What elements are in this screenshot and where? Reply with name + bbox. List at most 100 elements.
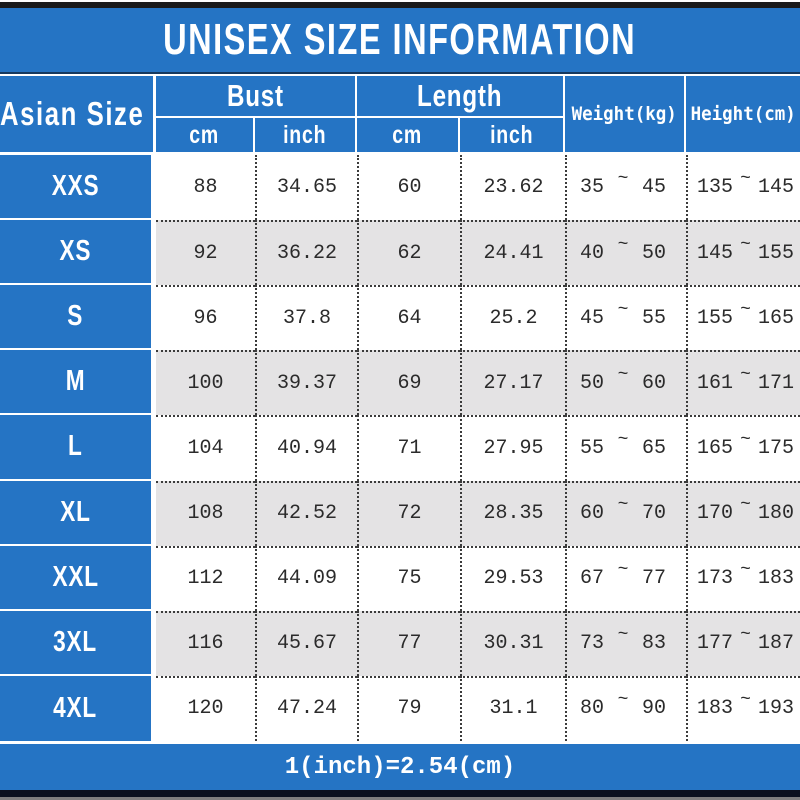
length-inch-value: 28.35 [460, 480, 565, 546]
weight-range: 80 ~90 [565, 675, 686, 741]
top-black-bar [0, 2, 800, 8]
header-asian-size-text: Asian Size [0, 95, 145, 132]
height-range: 173 ~183 [686, 545, 800, 611]
bust-cm-value: 88 [156, 155, 255, 221]
length-inch-value: 27.17 [460, 350, 565, 416]
tilde-separator: ~ [740, 364, 751, 385]
size-row-header: XS [0, 220, 156, 286]
size-label: S [67, 300, 84, 333]
tilde-separator: ~ [740, 690, 751, 711]
size-label: XXL [52, 560, 99, 593]
length-inch-value: 29.53 [460, 545, 565, 611]
range-max: 65 [641, 436, 666, 460]
weight-range: 67 ~77 [565, 545, 686, 611]
bust-cm-value: 120 [156, 675, 255, 741]
size-label: M [65, 365, 86, 398]
height-range: 165 ~175 [686, 415, 800, 481]
range-min: 183 [697, 697, 734, 721]
range-max: 155 [757, 241, 794, 265]
height-range: 170 ~180 [686, 480, 800, 546]
table-body: XXS 88 34.65 60 23.62 35 ~45 135 ~145 XS 92 36.22 62… [0, 152, 800, 741]
tilde-separator: ~ [740, 168, 751, 189]
header-weight-kg: Weight(kg) [565, 76, 686, 152]
range-min: 50 [580, 371, 605, 395]
height-range: 155 ~165 [686, 285, 800, 351]
length-inch-value: 27.95 [460, 415, 565, 481]
title-bar: UNISEX SIZE INFORMATION [0, 8, 800, 74]
length-cm-value: 72 [357, 480, 460, 546]
range-min: 165 [697, 436, 734, 460]
bust-cm-value: 100 [156, 350, 255, 416]
header-asian-size: Asian Size [0, 76, 156, 152]
range-min: 35 [580, 175, 605, 199]
length-cm-value: 69 [357, 350, 460, 416]
range-max: 183 [757, 567, 794, 591]
tilde-separator: ~ [617, 495, 629, 516]
length-cm-value: 77 [357, 610, 460, 676]
tilde-separator: ~ [740, 495, 751, 516]
tilde-separator: ~ [740, 560, 751, 581]
bust-inch-value: 34.65 [255, 155, 357, 221]
range-max: 77 [641, 567, 666, 591]
size-row-header: 4XL [0, 675, 156, 741]
bust-inch-value: 37.8 [255, 285, 357, 351]
weight-range: 55 ~65 [565, 415, 686, 481]
weight-range: 40 ~50 [565, 220, 686, 286]
range-min: 155 [697, 306, 734, 330]
size-row-header: XXS [0, 155, 156, 221]
footer-bar: 1(inch)=2.54(cm) [0, 741, 800, 790]
range-min: 173 [697, 567, 734, 591]
length-cm-value: 64 [357, 285, 460, 351]
tilde-separator: ~ [740, 299, 751, 320]
length-inch-value: 31.1 [460, 675, 565, 741]
length-cm-value: 75 [357, 545, 460, 611]
weight-range: 45 ~55 [565, 285, 686, 351]
tilde-separator: ~ [617, 625, 629, 646]
bust-inch-value: 40.94 [255, 415, 357, 481]
height-range: 161 ~171 [686, 350, 800, 416]
bust-cm-value: 92 [156, 220, 255, 286]
bust-inch-value: 45.67 [255, 610, 357, 676]
size-row-header: M [0, 350, 156, 416]
length-inch-value: 25.2 [460, 285, 565, 351]
range-min: 170 [697, 502, 734, 526]
size-row-header: XL [0, 480, 156, 546]
top-white-line [0, 0, 800, 2]
size-row-header: L [0, 415, 156, 481]
bust-cm-value: 104 [156, 415, 255, 481]
range-min: 145 [697, 241, 734, 265]
bottom-gray-strip [0, 797, 800, 800]
range-max: 193 [757, 697, 794, 721]
header-bust: Bust [156, 76, 357, 118]
table-header: Asian Size Bust Length Weight(kg) Height… [0, 74, 800, 152]
header-length: Length [357, 76, 565, 118]
size-label: XL [60, 495, 91, 528]
tilde-separator: ~ [617, 560, 629, 581]
bust-inch-value: 44.09 [255, 545, 357, 611]
range-min: 67 [580, 567, 605, 591]
size-label: L [68, 430, 83, 463]
range-min: 177 [697, 632, 734, 656]
range-max: 70 [641, 502, 666, 526]
subheader-length-inch: inch [460, 118, 565, 152]
range-min: 73 [580, 632, 605, 656]
subheader-length-inch-text: inch [489, 120, 534, 149]
tilde-separator: ~ [740, 234, 751, 255]
tilde-separator: ~ [617, 299, 629, 320]
size-label: XS [59, 235, 92, 268]
weight-range: 60 ~70 [565, 480, 686, 546]
range-max: 50 [641, 241, 666, 265]
size-row-header: 3XL [0, 610, 156, 676]
range-max: 60 [641, 371, 666, 395]
height-range: 183 ~193 [686, 675, 800, 741]
range-max: 145 [757, 175, 794, 199]
weight-range: 50 ~60 [565, 350, 686, 416]
subheader-length-cm-text: cm [392, 120, 423, 149]
range-min: 135 [697, 175, 734, 199]
tilde-separator: ~ [617, 364, 629, 385]
header-bust-text: Bust [227, 78, 284, 113]
height-range: 177 ~187 [686, 610, 800, 676]
range-min: 161 [697, 371, 734, 395]
bust-inch-value: 42.52 [255, 480, 357, 546]
